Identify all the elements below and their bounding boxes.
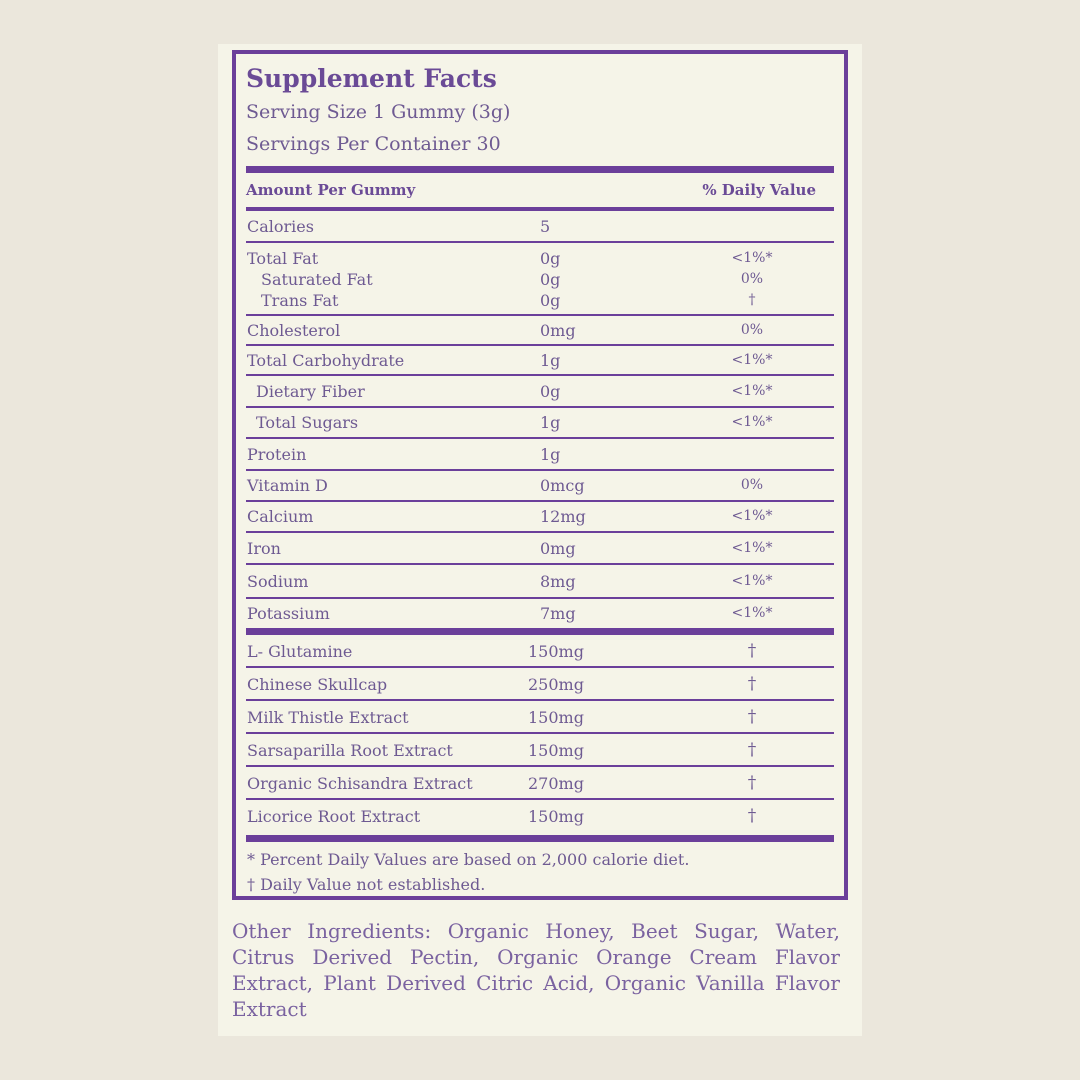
ingredient-row: Milk Thistle Extract 150mg †	[246, 701, 834, 734]
ingredient-daily-value: †	[747, 806, 757, 826]
nutrient-daily-value: <1%*	[731, 539, 773, 556]
dv-header: % Daily Value	[702, 181, 816, 199]
ingredient-amount: 150mg	[528, 741, 584, 760]
nutrient-amount: 0g	[540, 270, 561, 289]
ingredient-daily-value: †	[747, 641, 757, 661]
nutrient-name: Trans Fat	[261, 291, 339, 310]
nutrient-row: Total Carbohydrate 1g <1%*	[246, 346, 834, 376]
nutrient-name: Protein	[247, 444, 307, 464]
amount-header: Amount Per Gummy	[246, 181, 416, 199]
nutrient-daily-value: <1%*	[731, 605, 773, 621]
nutrient-name: Cholesterol	[247, 320, 341, 340]
ingredient-amount: 150mg	[528, 807, 584, 826]
nutrient-daily-value: <1%*	[731, 508, 773, 524]
other-ingredients: Other Ingredients: Organic Honey, Beet S…	[232, 919, 840, 1021]
ingredient-amount: 250mg	[528, 675, 584, 694]
nutrient-daily-value: <1%*	[731, 414, 773, 430]
thick-divider	[246, 166, 834, 173]
nutrient-name: Total Fat	[247, 249, 319, 268]
nutrient-row: Vitamin D 0mcg 0%	[246, 471, 834, 502]
divider	[246, 207, 834, 211]
nutrient-daily-value: <1%*	[731, 382, 773, 399]
nutrient-amount: 0g	[540, 249, 561, 268]
ingredient-amount: 150mg	[528, 642, 584, 661]
nutrient-daily-value: 0%	[740, 321, 764, 338]
ingredient-row: Licorice Root Extract 150mg †	[246, 800, 834, 833]
nutrient-name: Calcium	[247, 507, 314, 526]
nutrient-amount: 1g	[540, 350, 561, 370]
nutrient-daily-value: †	[748, 292, 756, 308]
nutrient-daily-value: <1%*	[731, 250, 773, 266]
nutrient-list: Calories 5 Total Fat 0g <1%* Saturated Fat 0g 0…	[246, 211, 834, 628]
ingredient-row: Organic Schisandra Extract 270mg †	[246, 767, 834, 800]
ingredient-row: L- Glutamine 150mg †	[246, 635, 834, 668]
nutrient-row: Cholesterol 0mg 0%	[246, 316, 834, 346]
footnote-percent: * Percent Daily Values are based on 2,00…	[247, 850, 690, 869]
nutrient-name: Total Sugars	[256, 413, 359, 432]
nutrient-daily-value: <1%*	[731, 351, 773, 368]
nutrient-amount: 0mg	[540, 320, 576, 340]
nutrient-amount: 5	[540, 216, 551, 236]
nutrient-amount: 0g	[540, 381, 561, 401]
ingredient-amount: 270mg	[528, 774, 584, 793]
nutrient-row: Dietary Fiber 0g <1%*	[246, 376, 834, 408]
nutrient-row: Potassium 7mg <1%*	[246, 599, 834, 628]
ingredient-amount: 150mg	[528, 708, 584, 727]
ingredient-name: Milk Thistle Extract	[247, 708, 409, 727]
ingredient-name: Chinese Skullcap	[247, 675, 388, 694]
nutrient-row: Sodium 8mg <1%*	[246, 565, 834, 599]
nutrient-amount: 1g	[540, 413, 561, 432]
serving-size: Serving Size 1 Gummy (3g)	[246, 101, 511, 123]
nutrient-amount: 8mg	[540, 571, 576, 591]
servings-per-container: Servings Per Container 30	[246, 133, 501, 155]
nutrient-amount: 7mg	[540, 604, 576, 623]
ingredient-name: L- Glutamine	[247, 642, 353, 661]
ingredient-daily-value: †	[747, 740, 757, 760]
nutrient-amount: 1g	[540, 444, 561, 464]
nutrient-row: Calories 5	[246, 211, 834, 243]
ingredient-daily-value: †	[747, 674, 757, 694]
ingredient-name: Licorice Root Extract	[247, 807, 421, 826]
nutrient-row: Total Sugars 1g <1%*	[246, 408, 834, 439]
column-header: Amount Per Gummy % Daily Value	[246, 173, 834, 207]
panel-title: Supplement Facts	[246, 64, 497, 93]
nutrient-daily-value: 0%	[740, 477, 764, 493]
nutrient-row: Total Fat 0g <1%* Saturated Fat 0g 0% Trans Fa…	[246, 243, 834, 316]
nutrient-name: Potassium	[247, 604, 330, 623]
nutrient-amount: 0g	[540, 291, 561, 310]
nutrient-name: Calories	[247, 216, 314, 236]
supplement-label: Supplement Facts Serving Size 1 Gummy (3…	[218, 44, 862, 1036]
ingredient-daily-value: †	[747, 707, 757, 727]
ingredient-daily-value: †	[747, 773, 757, 793]
nutrient-row: Protein 1g	[246, 439, 834, 471]
nutrient-name: Iron	[247, 538, 281, 558]
nutrient-name: Sodium	[247, 571, 309, 591]
supplement-facts-panel: Supplement Facts Serving Size 1 Gummy (3…	[232, 50, 848, 900]
thick-divider	[246, 628, 834, 635]
nutrient-daily-value: <1%*	[731, 572, 773, 589]
nutrient-name: Saturated Fat	[261, 270, 373, 289]
nutrient-amount: 0mg	[540, 538, 576, 558]
nutrient-row: Iron 0mg <1%*	[246, 533, 834, 565]
nutrient-row: Calcium 12mg <1%*	[246, 502, 834, 533]
nutrient-daily-value: 0%	[740, 271, 764, 287]
ingredient-list: L- Glutamine 150mg † Chinese Skullcap 250mg †…	[246, 635, 834, 833]
ingredient-row: Chinese Skullcap 250mg †	[246, 668, 834, 701]
nutrient-name: Total Carbohydrate	[247, 350, 405, 370]
ingredient-name: Organic Schisandra Extract	[247, 774, 473, 793]
nutrient-amount: 0mcg	[540, 476, 585, 495]
footnote-dagger: † Daily Value not established.	[247, 875, 486, 894]
ingredient-name: Sarsaparilla Root Extract	[247, 741, 453, 760]
thick-divider	[246, 835, 834, 842]
nutrient-amount: 12mg	[540, 507, 586, 526]
nutrient-name: Dietary Fiber	[256, 381, 365, 401]
ingredient-row: Sarsaparilla Root Extract 150mg †	[246, 734, 834, 767]
nutrient-name: Vitamin D	[247, 476, 328, 495]
